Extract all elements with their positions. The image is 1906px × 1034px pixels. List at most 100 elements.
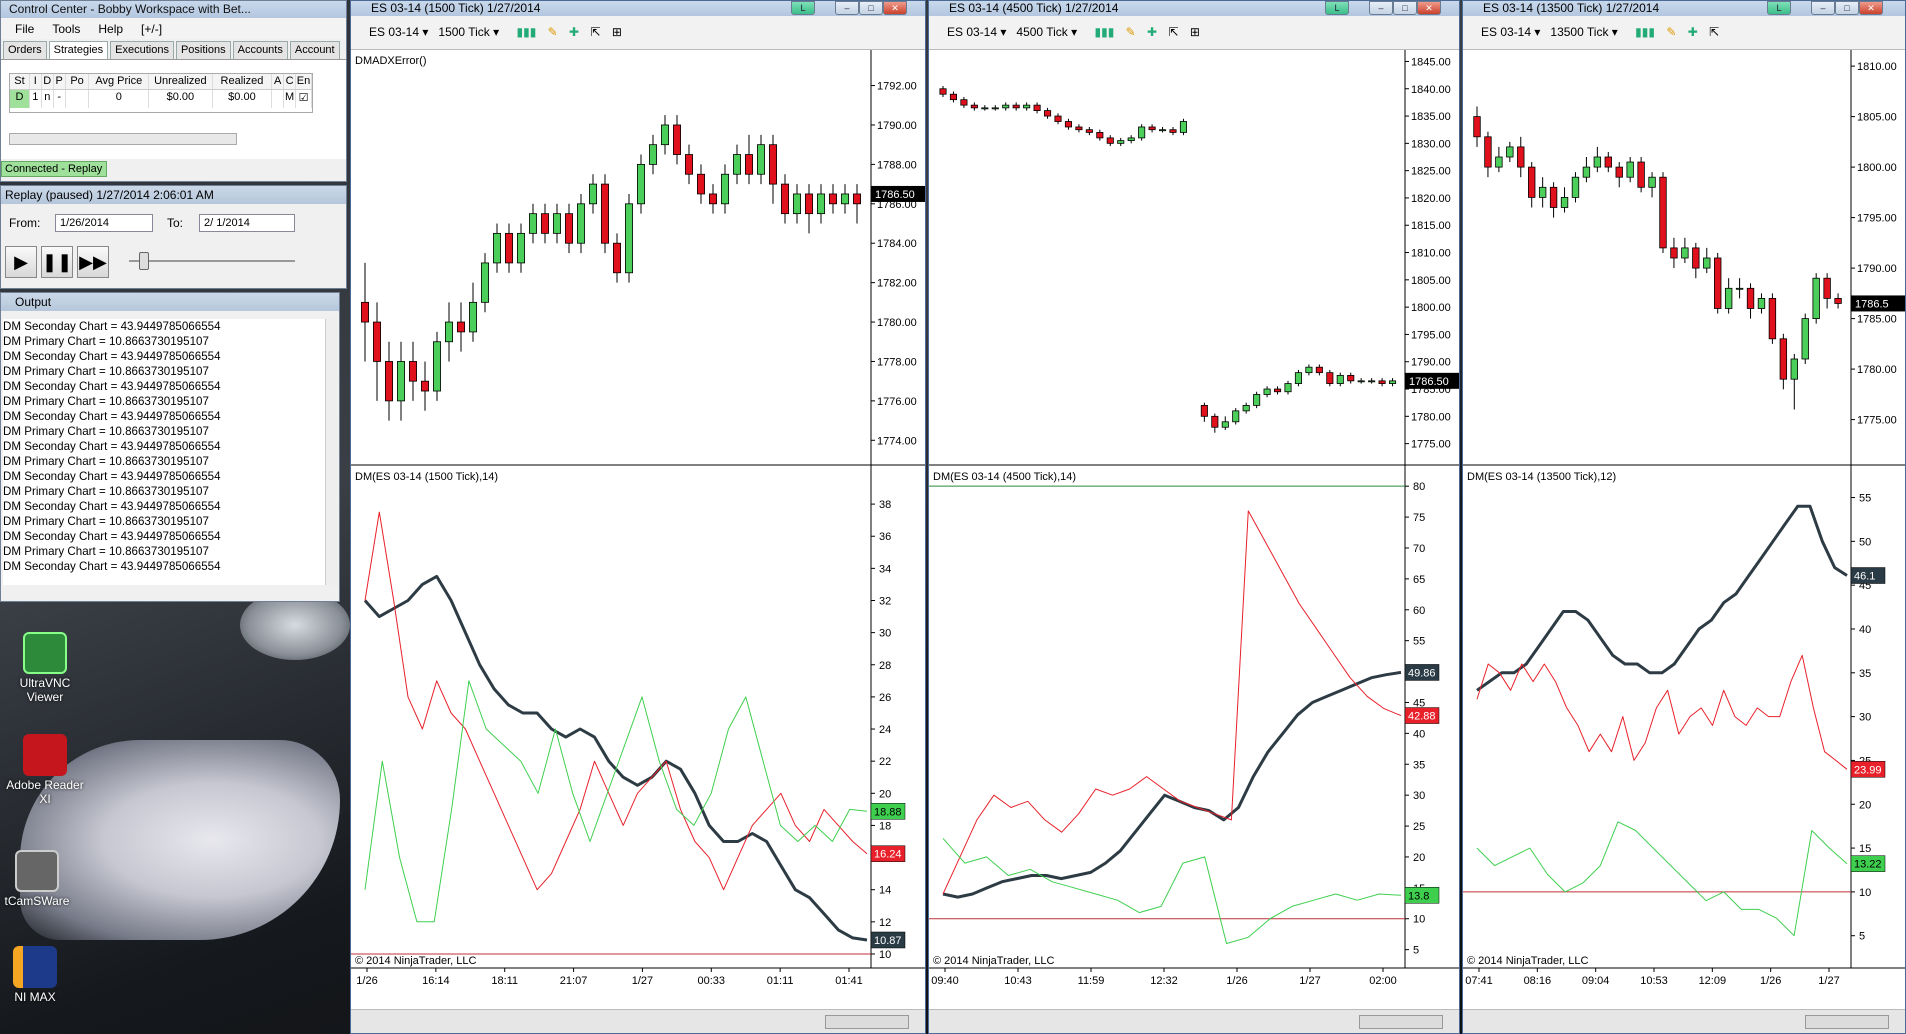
to-date-input[interactable]: 2/ 1/2014: [199, 214, 295, 232]
from-date-input[interactable]: 1/26/2014: [55, 214, 153, 232]
chart-1500-maximize-button[interactable]: □: [859, 1, 883, 15]
time-tick-label: 1/27: [1818, 975, 1839, 987]
zoom-icon[interactable]: ⊞: [611, 25, 622, 39]
menu-help[interactable]: Help: [98, 22, 124, 36]
chart-1500-link-button[interactable]: L: [791, 1, 815, 15]
chart-13500-titlebar[interactable]: ES 03-14 (13500 Tick) 1/27/2014: [1463, 1, 1905, 16]
col-en[interactable]: En: [296, 74, 312, 89]
chart-1500-minimize-button[interactable]: –: [835, 1, 859, 15]
draw-icon[interactable]: ✎: [547, 25, 558, 39]
chart-13500-instrument-select[interactable]: ES 03-14: [1481, 25, 1532, 39]
chart-4500-scroll-thumb[interactable]: [1359, 1015, 1443, 1029]
cursor-icon[interactable]: ⇱: [1168, 25, 1179, 39]
output-titlebar[interactable]: Output: [1, 293, 339, 311]
cursor-icon[interactable]: ⇱: [1709, 25, 1720, 39]
desktop-icon-adobe[interactable]: Adobe Reader XI: [0, 734, 90, 806]
indicator-icon[interactable]: ✚: [1147, 25, 1158, 39]
candle-body: [409, 361, 418, 382]
chart-1500-scroll-thumb[interactable]: [825, 1015, 909, 1029]
desktop-icon-ultravnc[interactable]: UltraVNC Viewer: [0, 632, 90, 704]
chart-4500-scrollbar[interactable]: [929, 1009, 1459, 1033]
time-tick-label: 08:16: [1524, 975, 1552, 987]
chart-13500-scrollbar[interactable]: [1463, 1009, 1905, 1033]
output-line: DM Primary Chart = 10.8663730195107: [3, 335, 209, 348]
zoom-icon[interactable]: ⊞: [1189, 25, 1200, 39]
chart-4500-minimize-button[interactable]: –: [1369, 1, 1393, 15]
indicator-icon[interactable]: ✚: [569, 25, 580, 39]
candle-body: [360, 301, 369, 323]
menu-file[interactable]: File: [15, 22, 35, 36]
candle-body: [1812, 277, 1820, 319]
draw-icon[interactable]: ✎: [1125, 25, 1136, 39]
tab-positions[interactable]: Positions: [175, 41, 231, 59]
candle-body: [1044, 110, 1052, 117]
chart-4500-period-select[interactable]: 4500 Tick: [1016, 25, 1068, 39]
col-st[interactable]: St: [10, 74, 30, 89]
chart-4500-instrument-select[interactable]: ES 03-14: [947, 25, 998, 39]
chart-13500-maximize-button[interactable]: □: [1835, 1, 1859, 15]
chart-1500-scrollbar[interactable]: [351, 1009, 925, 1033]
col-a[interactable]: A: [272, 74, 285, 89]
indicator-tick-label: 36: [879, 531, 891, 543]
enabled-checkbox[interactable]: ☑: [296, 90, 312, 108]
col-unrealized[interactable]: Unrealized: [149, 74, 213, 89]
fast-forward-button[interactable]: ▶▶: [77, 246, 109, 278]
tab-accounts[interactable]: Accounts: [232, 41, 288, 59]
col-po[interactable]: Po: [66, 74, 90, 89]
control-center-titlebar[interactable]: Control Center - Bobby Workspace with Be…: [1, 1, 346, 18]
tab-executions[interactable]: Executions: [110, 41, 174, 59]
tab-account[interactable]: Account: [289, 41, 340, 59]
chart-13500-period-select[interactable]: 13500 Tick: [1550, 25, 1609, 39]
menu-toggle[interactable]: [+/-]: [141, 22, 163, 36]
price-tick-label: 1790.00: [877, 120, 917, 132]
replay-speed-slider[interactable]: [139, 252, 149, 270]
chart-13500-minimize-button[interactable]: –: [1811, 1, 1835, 15]
table-row[interactable]: D 1 n - 0 $0.00 $0.00 M ☑: [10, 90, 312, 108]
indicator-tick-label: 12: [879, 917, 891, 929]
tab-orders[interactable]: Orders: [3, 41, 47, 59]
time-tick-label: 01:41: [835, 975, 863, 987]
time-tick-label: 00:33: [698, 975, 726, 987]
pause-button[interactable]: ❚❚: [41, 246, 73, 278]
indicator-value-label: 49.86: [1408, 667, 1436, 679]
chart-4500-maximize-button[interactable]: □: [1393, 1, 1417, 15]
chart-1500-period-select[interactable]: 1500 Tick: [438, 25, 490, 39]
indicator-tick-label: 30: [879, 628, 891, 640]
output-scrollbar[interactable]: [325, 319, 338, 585]
desktop-icon-nimax[interactable]: NI MAX: [0, 946, 80, 1004]
bar-type-icon[interactable]: ▮▮▮: [1635, 25, 1655, 39]
chart-1500-canvas[interactable]: 1792.001790.001788.001786.001784.001782.…: [351, 50, 926, 1010]
replay-titlebar[interactable]: Replay (paused) 1/27/2014 2:06:01 AM: [1, 186, 346, 204]
col-p[interactable]: P: [54, 74, 66, 89]
strategies-hscroll[interactable]: [9, 133, 237, 145]
desktop-icon-tcamsware[interactable]: tCamSWare: [0, 850, 82, 908]
chart-13500-scroll-thumb[interactable]: [1805, 1015, 1889, 1029]
col-i[interactable]: I: [30, 74, 42, 89]
chart-1500-titlebar[interactable]: ES 03-14 (1500 Tick) 1/27/2014: [351, 1, 925, 16]
candle-body: [1357, 380, 1365, 383]
chart-1500-toolbar: ES 03-14 ▾ 1500 Tick ▾ ▮▮▮ ✎ ✚ ⇱ ⊞: [351, 16, 925, 50]
play-button[interactable]: ▶: [5, 246, 37, 278]
tab-strategies[interactable]: Strategies: [48, 41, 109, 59]
chart-13500-link-button[interactable]: L: [1767, 1, 1791, 15]
chart-13500-close-button[interactable]: ✕: [1859, 1, 1883, 15]
indicator-icon[interactable]: ✚: [1687, 25, 1698, 39]
col-avg-price[interactable]: Avg Price: [89, 74, 150, 89]
col-realized[interactable]: Realized: [213, 74, 273, 89]
time-tick-label: 16:14: [422, 975, 450, 987]
draw-icon[interactable]: ✎: [1666, 25, 1677, 39]
bar-type-icon[interactable]: ▮▮▮: [516, 25, 537, 39]
chart-4500-link-button[interactable]: L: [1325, 1, 1349, 15]
price-tick-label: 1790.00: [1411, 357, 1451, 369]
chart-1500-instrument-select[interactable]: ES 03-14: [369, 25, 420, 39]
chart-4500-close-button[interactable]: ✕: [1417, 1, 1441, 15]
bar-type-icon[interactable]: ▮▮▮: [1094, 25, 1115, 39]
col-c[interactable]: C: [284, 74, 297, 89]
chart-1500-close-button[interactable]: ✕: [883, 1, 907, 15]
cursor-icon[interactable]: ⇱: [590, 25, 601, 39]
menu-tools[interactable]: Tools: [52, 22, 81, 36]
chart-4500-canvas[interactable]: 1845.00 1840.00 1835.00 1830.00 1825.00 1820.…: [929, 50, 1460, 1010]
candle-body: [528, 213, 537, 234]
col-d[interactable]: D: [42, 74, 54, 89]
chart-13500-canvas[interactable]: 1810.00 1805.00 1800.00 1795.00 1790.00 1785.…: [1463, 50, 1906, 1010]
